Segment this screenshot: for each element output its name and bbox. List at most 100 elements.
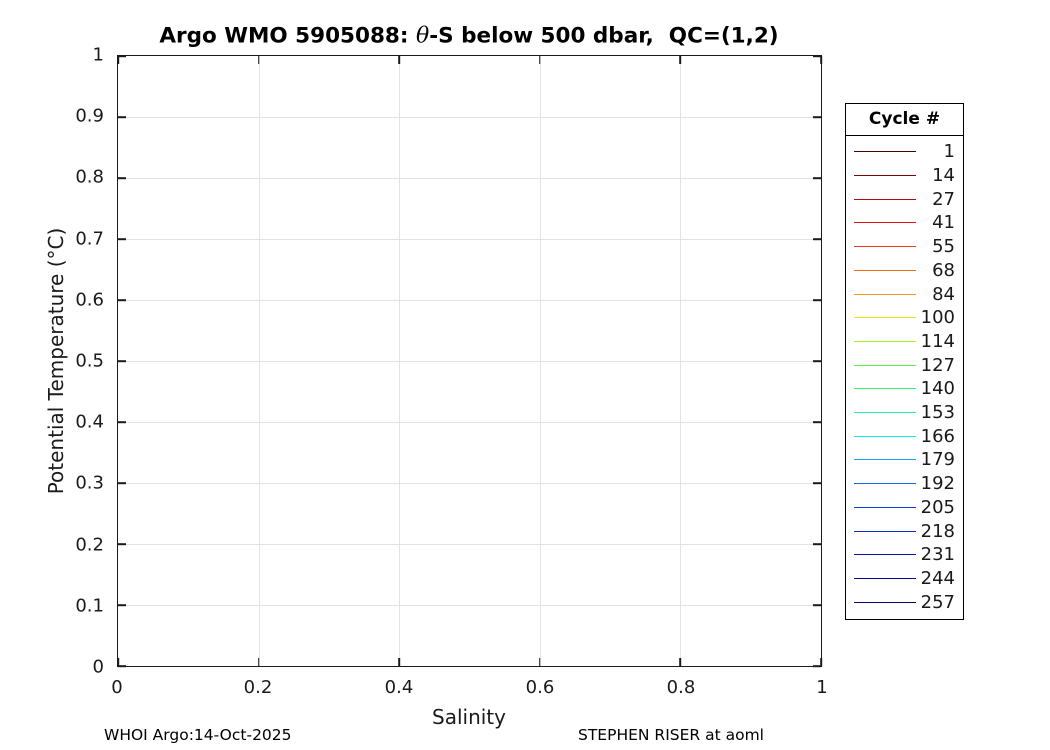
y-tick-label: 0.8 (75, 166, 104, 188)
gridline (118, 605, 821, 606)
tick-mark (820, 56, 822, 64)
tick-mark (679, 658, 682, 666)
footer-annotation-right: STEPHEN RISER at aoml (578, 726, 764, 744)
gridline (118, 117, 821, 118)
legend-line-swatch (854, 364, 916, 366)
legend-entry-label: 153 (920, 402, 955, 424)
legend-title: Cycle # (846, 104, 963, 136)
legend-entry: 218 (846, 519, 963, 543)
x-axis-label: Salinity (432, 705, 506, 729)
legend-entry-label: 205 (920, 496, 955, 518)
y-tick-label: 1 (92, 44, 104, 66)
gridline (680, 56, 682, 666)
y-tick-label: 0.5 (75, 350, 104, 372)
legend-line-swatch (854, 601, 916, 603)
tick-mark (539, 56, 541, 64)
legend-entry-label: 27 (932, 188, 955, 210)
chart-title-prefix: Argo WMO 5905088: (159, 23, 416, 49)
legend-line-swatch (854, 293, 916, 295)
tick-mark (813, 177, 821, 179)
legend-line-swatch (854, 198, 916, 200)
legend-entry: 68 (846, 259, 963, 283)
legend-entry-label: 244 (920, 568, 955, 589)
tick-mark (118, 665, 126, 667)
legend-entry-label: 41 (932, 212, 955, 234)
legend-entry: 55 (846, 235, 963, 259)
gridline (399, 56, 401, 666)
legend-entry: 140 (846, 377, 963, 401)
legend-line-swatch (854, 340, 916, 342)
x-tick-label: 0.2 (243, 677, 273, 698)
chart-title: Argo WMO 5905088: θ-S below 500 dbar, QC… (159, 24, 778, 49)
tick-mark (118, 360, 126, 362)
tick-mark (257, 56, 260, 64)
legend-line-swatch (854, 175, 916, 177)
legend-entry: 14 (846, 164, 963, 188)
tick-mark (257, 658, 260, 666)
legend-entry-label: 231 (920, 544, 955, 566)
tick-mark (679, 56, 682, 64)
y-tick-label: 0.7 (75, 228, 104, 250)
gridline (258, 56, 260, 666)
x-tick-label: 0.8 (666, 677, 696, 698)
legend-entry: 257 (846, 590, 963, 614)
legend-entry-label: 100 (920, 307, 955, 329)
legend-entry: 205 (846, 496, 963, 520)
y-tick-label: 0 (92, 656, 104, 678)
legend-line-swatch (854, 530, 916, 532)
legend-line-swatch (854, 222, 916, 224)
legend-entry-label: 114 (920, 330, 955, 352)
tick-mark (118, 299, 126, 301)
y-tick-label: 0.4 (75, 411, 104, 433)
x-tick-label: 1 (816, 677, 828, 698)
plot-area (117, 55, 822, 667)
tick-mark (118, 604, 126, 606)
legend-entry-label: 166 (920, 425, 955, 447)
legend-entry: 153 (846, 401, 963, 425)
tick-mark (398, 658, 400, 666)
legend-entry-label: 218 (920, 520, 955, 542)
tick-mark (118, 238, 126, 240)
legend-line-swatch (854, 506, 916, 508)
legend-entry-label: 140 (920, 378, 955, 400)
tick-mark (813, 238, 821, 240)
tick-mark (539, 658, 541, 666)
x-tick-label: 0 (111, 677, 123, 698)
legend-entry: 231 (846, 543, 963, 567)
y-tick-label: 0.2 (75, 534, 104, 556)
y-tick-label: 0.9 (75, 105, 104, 127)
legend-entry: 1 (846, 140, 963, 164)
chart-title-suffix: -S below 500 dbar, QC=(1,2) (429, 23, 779, 49)
legend-line-swatch (854, 246, 916, 248)
tick-mark (117, 56, 119, 64)
tick-mark (813, 482, 821, 484)
legend-line-swatch (854, 459, 916, 461)
gridline (118, 178, 821, 179)
legend-line-swatch (854, 151, 916, 153)
legend-entry: 114 (846, 330, 963, 354)
legend-entry: 84 (846, 282, 963, 306)
legend-entry: 27 (846, 187, 963, 211)
legend-entry-label: 257 (920, 591, 955, 613)
legend-line-swatch (854, 388, 916, 390)
legend-entry: 100 (846, 306, 963, 330)
gridline (118, 300, 821, 301)
legend-entry-label: 179 (920, 449, 955, 471)
y-tick-label: 0.6 (75, 289, 104, 311)
legend-entry-label: 127 (920, 354, 955, 376)
tick-mark (813, 299, 821, 301)
legend-entry: 244 (846, 567, 963, 591)
tick-mark (118, 116, 126, 118)
gridline (118, 361, 821, 362)
legend-entry-label: 55 (932, 236, 955, 258)
legend-entry: 166 (846, 424, 963, 448)
gridline (118, 483, 821, 484)
tick-mark (813, 421, 821, 423)
tick-mark (813, 116, 821, 118)
tick-mark (118, 177, 126, 179)
footer-annotation-left: WHOI Argo:14-Oct-2025 (104, 726, 292, 744)
tick-mark (118, 543, 126, 545)
legend-entry-label: 68 (932, 259, 955, 281)
y-tick-label: 0.1 (75, 595, 104, 617)
legend-entry-label: 84 (932, 283, 955, 305)
